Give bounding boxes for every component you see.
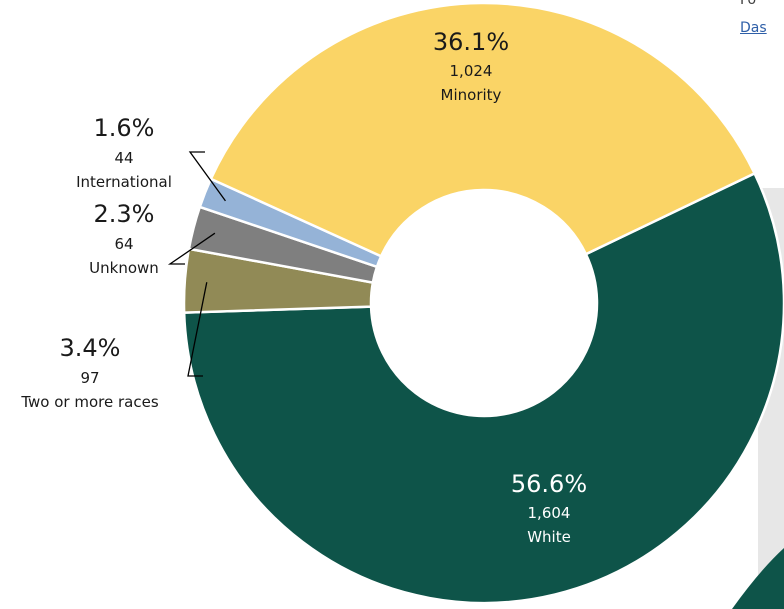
data-label-percent-minority: 36.1% <box>433 28 509 56</box>
data-label-name-international: International <box>76 173 172 191</box>
slice-white <box>182 171 784 605</box>
data-label-count-minority: 1,024 <box>450 62 493 80</box>
clipped-text: Fo <box>740 0 757 8</box>
data-label-percent-two-or-more-races: 3.4% <box>60 334 121 362</box>
data-label-percent-unknown: 2.3% <box>94 200 155 228</box>
data-label-name-minority: Minority <box>441 86 502 104</box>
data-label-count-unknown: 64 <box>114 235 133 253</box>
adjacent-shape <box>732 548 784 609</box>
data-label-count-white: 1,604 <box>528 504 571 522</box>
data-label-percent-white: 56.6% <box>511 470 587 498</box>
data-label-percent-international: 1.6% <box>94 114 155 142</box>
data-label-name-white: White <box>527 528 571 546</box>
leader-line-unknown <box>167 232 216 265</box>
slice-minority <box>209 1 757 258</box>
data-label-count-international: 44 <box>114 149 133 167</box>
leader-line-international <box>188 151 226 202</box>
dashboard-link[interactable]: Das <box>740 20 767 36</box>
leader-line-two-or-more-races <box>187 282 208 377</box>
data-label-count-two-or-more-races: 97 <box>80 369 99 387</box>
data-label-name-unknown: Unknown <box>89 259 159 277</box>
data-label-name-two-or-more-races: Two or more races <box>20 393 158 411</box>
